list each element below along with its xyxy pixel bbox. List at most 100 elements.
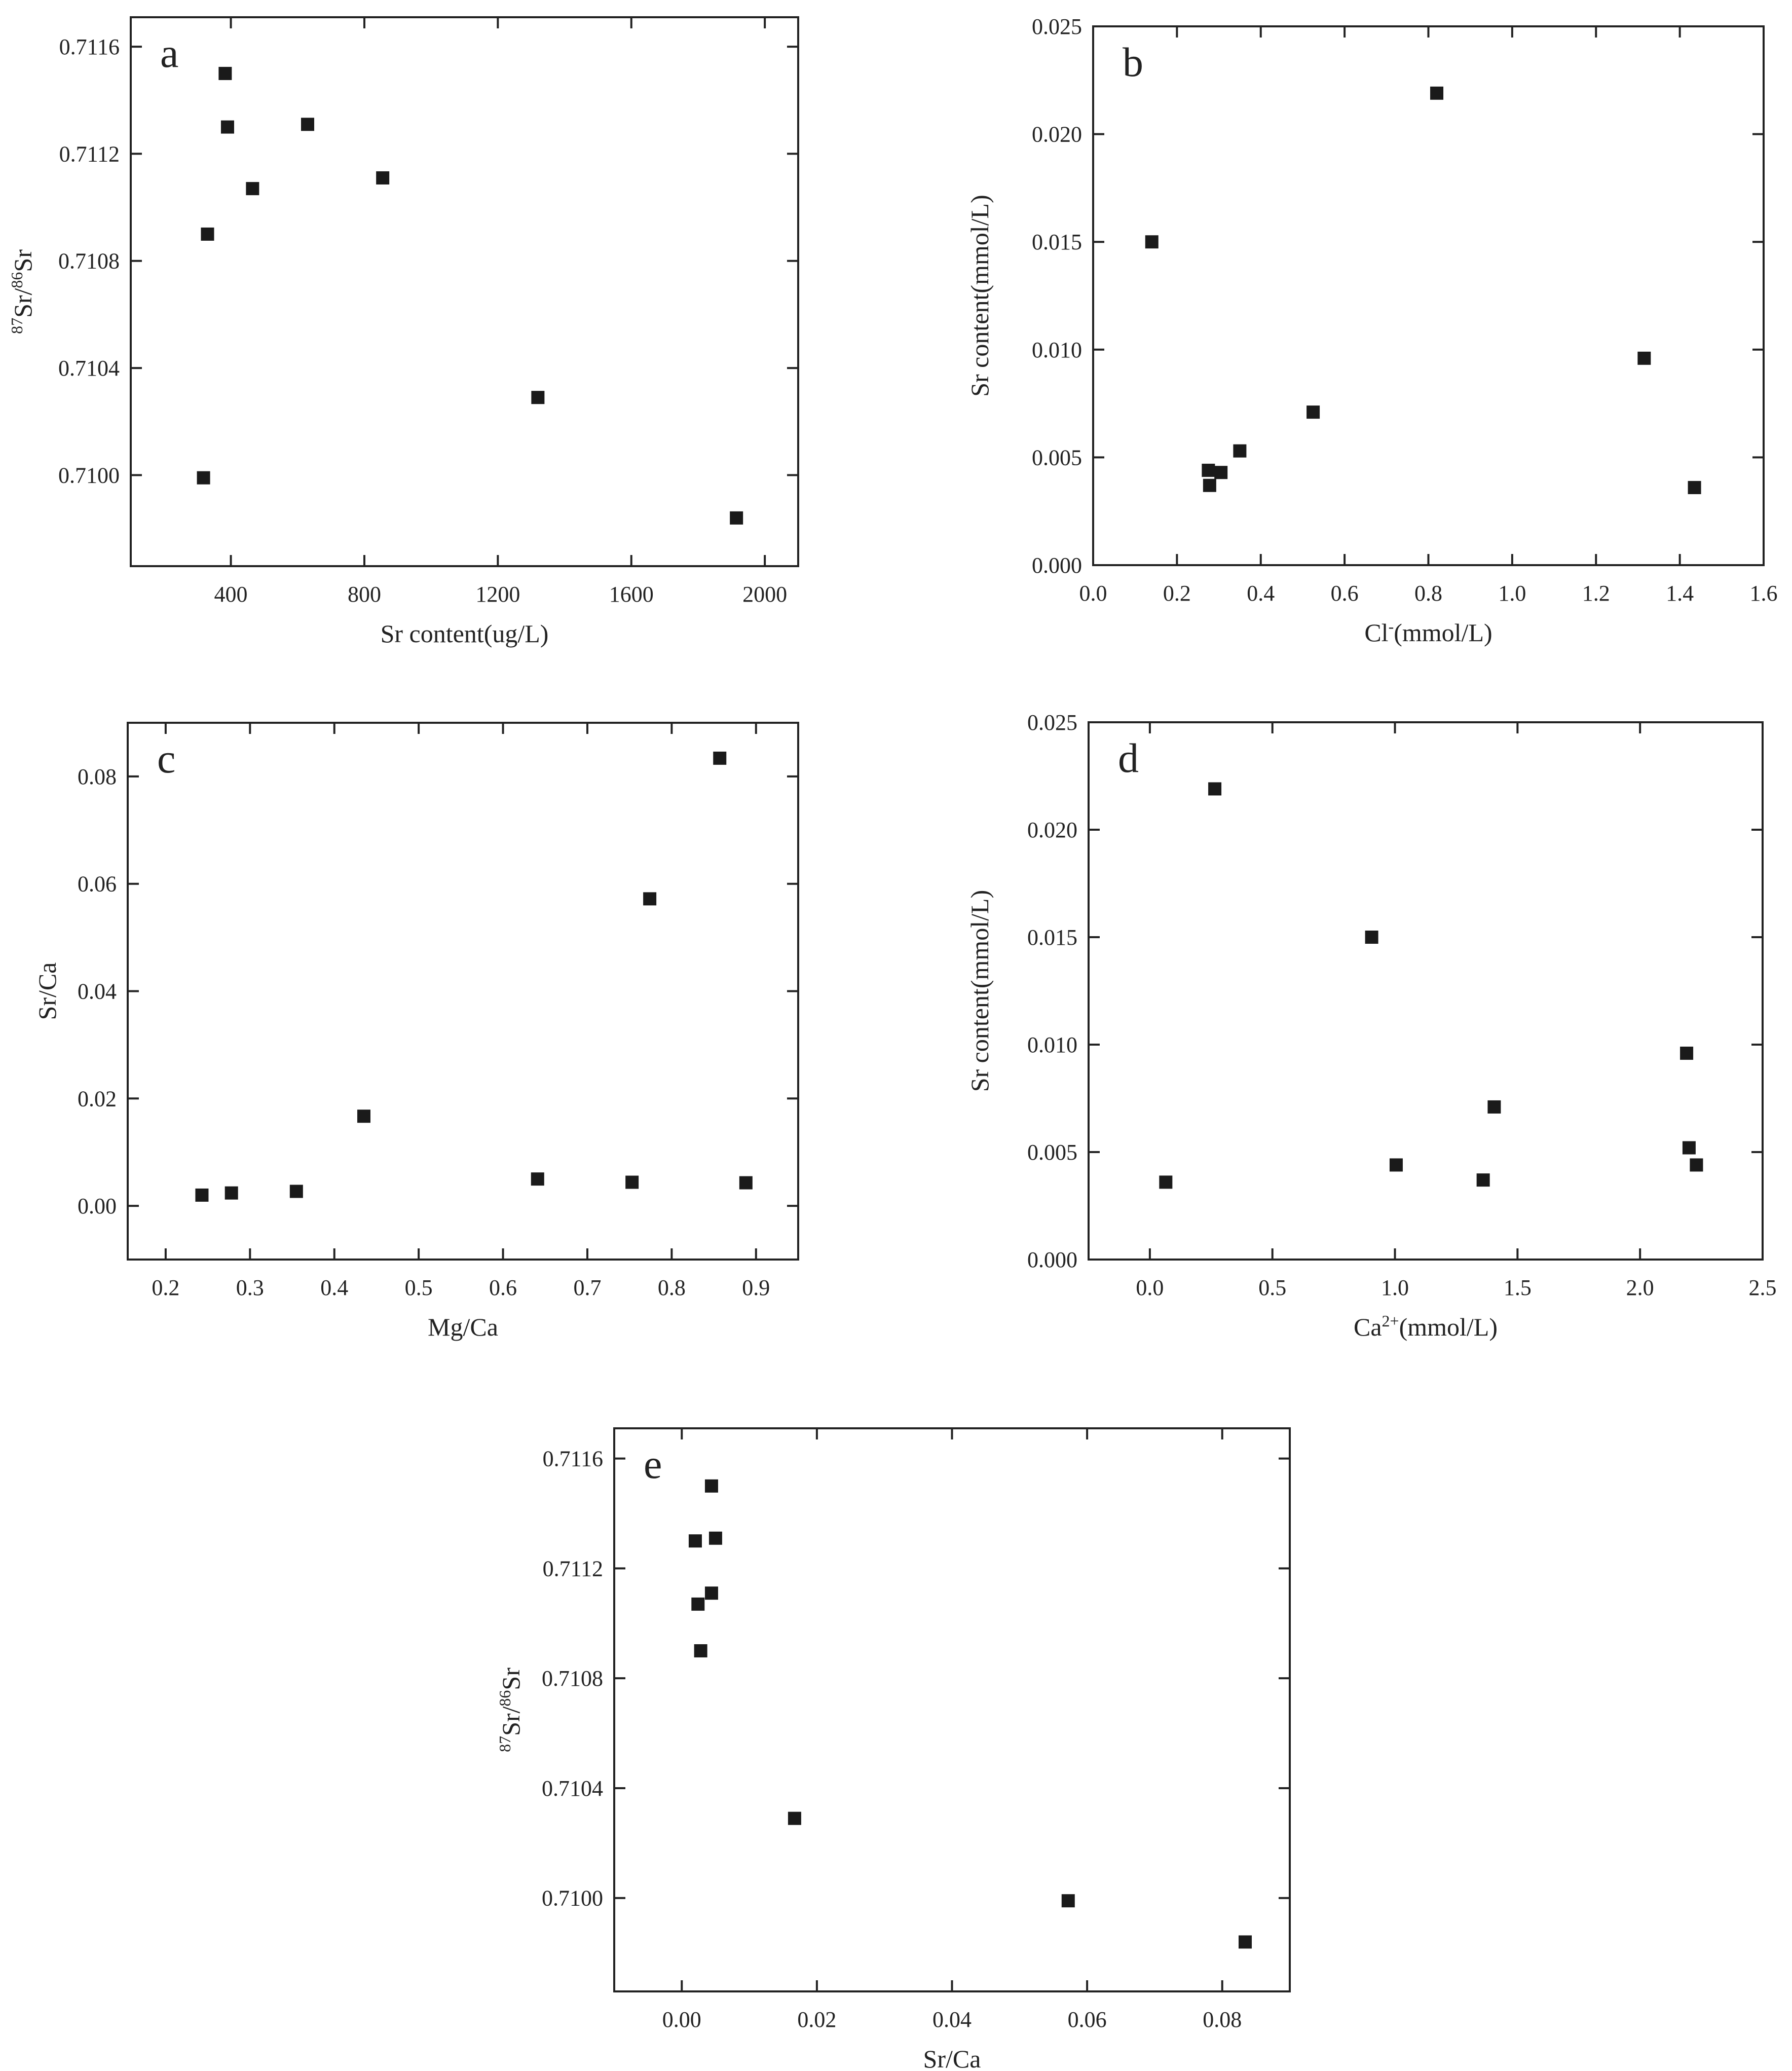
y-tick-label: 0.010 (1027, 1032, 1077, 1057)
panel-letter: e (644, 1441, 662, 1487)
y-tick-label: 0.020 (1032, 122, 1082, 147)
x-tick-label: 1.5 (1504, 1275, 1532, 1300)
y-tick-label: 0.7116 (543, 1447, 603, 1471)
x-tick-label: 0.9 (742, 1275, 770, 1300)
y-tick-label: 0.025 (1032, 14, 1082, 39)
y-tick-label: 0.7108 (58, 249, 120, 274)
data-point (197, 471, 210, 485)
panel-letter: a (160, 30, 178, 76)
panel-letter: b (1123, 39, 1143, 85)
x-tick-label: 1600 (609, 582, 654, 607)
data-point (1688, 480, 1701, 494)
x-axis-label: Sr/Ca (923, 2045, 981, 2071)
y-tick-label: 0.04 (78, 979, 117, 1004)
data-point (739, 1176, 753, 1190)
data-point (625, 1175, 639, 1189)
x-tick-label: 0.6 (489, 1275, 517, 1300)
data-point (246, 182, 259, 196)
data-point (708, 1531, 722, 1545)
data-point (688, 1534, 702, 1548)
x-tick-label: 0.4 (320, 1275, 348, 1300)
data-point (788, 1811, 801, 1825)
data-point (1487, 1100, 1501, 1114)
data-point (713, 751, 727, 765)
data-point (1430, 86, 1444, 100)
data-point (1637, 351, 1651, 365)
x-axis-label: Cl-(mmol/L) (1364, 617, 1492, 647)
x-tick-label: 1.6 (1750, 581, 1778, 606)
panel-d: 0.0 0.5 1.0 1.5 2.0 2.5 0.000 0.005 0.010 0.015 0.… (965, 710, 1777, 1341)
data-point (1365, 931, 1378, 944)
data-point (1061, 1894, 1075, 1908)
data-point (201, 227, 214, 241)
panel-a: 400 800 1200 1600 2000 0.7100 0.7104 0.7108 0.71… (8, 16, 799, 648)
y-tick-label: 0.7112 (543, 1556, 603, 1581)
y-tick-label: 0.02 (78, 1086, 117, 1111)
data-point (289, 1185, 303, 1198)
x-tick-label: 0.5 (405, 1275, 433, 1300)
data-point (1682, 1141, 1696, 1155)
y-tick-label: 0.7116 (59, 34, 120, 59)
data-point (1203, 478, 1216, 492)
data-point (704, 1586, 718, 1600)
x-tick-label: 1200 (475, 582, 520, 607)
x-tick-label: 2000 (742, 582, 787, 607)
data-point (1208, 782, 1222, 796)
y-tick-label: 0.7108 (542, 1666, 603, 1691)
y-tick-label: 0.06 (78, 872, 117, 897)
x-tick-label: 0.2 (1163, 581, 1191, 606)
panel-letter: c (157, 735, 175, 782)
data-point (531, 391, 545, 404)
data-point (1690, 1158, 1703, 1172)
data-point (1214, 466, 1228, 479)
plot-frame (130, 16, 799, 567)
x-tick-label: 400 (214, 582, 248, 607)
data-point (643, 892, 657, 906)
x-axis-label: Sr content(ug/L) (381, 619, 549, 648)
x-tick-label: 0.8 (1414, 581, 1442, 606)
y-tick-label: 0.7100 (58, 463, 120, 488)
y-tick-label: 0.025 (1027, 710, 1077, 735)
x-tick-label: 0.02 (797, 2007, 836, 2032)
y-tick-label: 0.7100 (542, 1886, 603, 1911)
x-tick-label: 0.7 (573, 1275, 601, 1300)
y-axis-label: 87Sr/86Sr (8, 249, 37, 334)
x-tick-label: 1.4 (1666, 581, 1694, 606)
y-tick-label: 0.005 (1027, 1140, 1077, 1165)
data-point (301, 118, 315, 131)
plot-frame (1088, 721, 1764, 1261)
data-point (730, 511, 743, 525)
data-point (531, 1172, 544, 1186)
y-tick-label: 0.010 (1032, 338, 1082, 362)
data-point (195, 1188, 209, 1202)
y-tick-label: 0.7104 (542, 1776, 603, 1801)
data-point (1476, 1173, 1490, 1187)
plot-frame (613, 1427, 1291, 1992)
x-tick-label: 0.04 (932, 2007, 972, 2032)
y-tick-label: 0.020 (1027, 818, 1077, 842)
x-tick-label: 0.4 (1247, 581, 1275, 606)
data-point (1233, 444, 1247, 458)
data-point (1680, 1046, 1694, 1060)
x-tick-label: 800 (348, 582, 381, 607)
x-tick-label: 0.0 (1079, 581, 1107, 606)
data-point (1389, 1158, 1403, 1172)
x-tick-label: 0.08 (1203, 2007, 1242, 2032)
y-axis-label: 87Sr/86Sr (496, 1668, 525, 1752)
y-tick-label: 0.7104 (58, 356, 120, 381)
plot-frame (127, 722, 799, 1261)
x-axis-label: Ca2+(mmol/L) (1354, 1312, 1498, 1341)
x-tick-label: 0.8 (658, 1275, 686, 1300)
y-tick-label: 0.005 (1032, 445, 1082, 470)
x-tick-label: 2.0 (1626, 1275, 1654, 1300)
x-tick-label: 1.0 (1498, 581, 1526, 606)
y-tick-label: 0.08 (78, 764, 117, 789)
x-tick-label: 2.5 (1749, 1275, 1777, 1300)
x-tick-label: 0.2 (152, 1275, 179, 1300)
x-tick-label: 0.3 (236, 1275, 264, 1300)
data-point (376, 171, 390, 184)
y-tick-label: 0.000 (1027, 1247, 1077, 1272)
data-point (1202, 463, 1215, 477)
x-tick-label: 0.06 (1068, 2007, 1107, 2032)
